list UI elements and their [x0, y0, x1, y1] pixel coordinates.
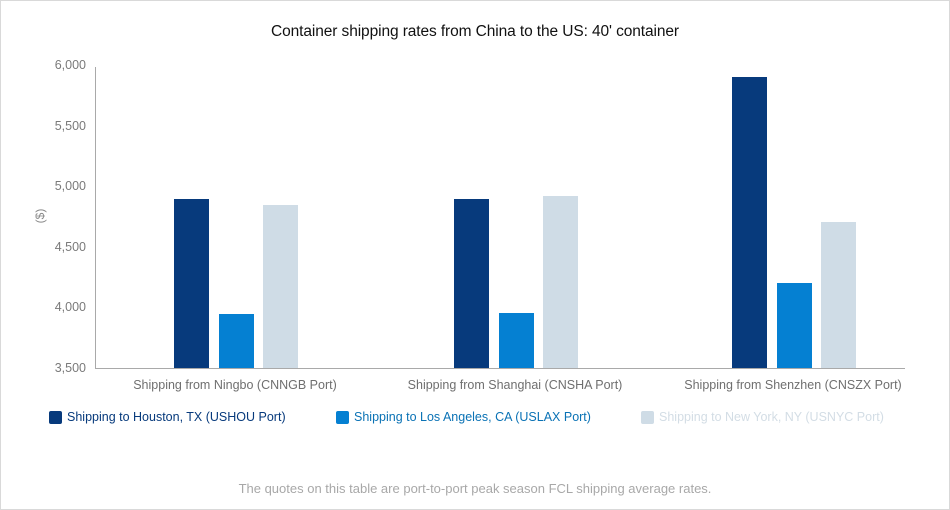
chart-title: Container shipping rates from China to t…: [271, 23, 679, 40]
legend-label-new-york: Shipping to New York, NY (USNYC Port): [659, 410, 884, 424]
bar-los-angeles: [498, 312, 534, 368]
y-tick-label: 4,500: [54, 240, 86, 254]
legend-item-houston[interactable]: Shipping to Houston, TX (USHOU Port): [49, 410, 286, 424]
x-axis-line: [95, 368, 905, 369]
bar-new-york: [821, 222, 856, 368]
bar-houston: [174, 199, 209, 368]
y-tick-label: 5,000: [54, 179, 86, 193]
x-tick-label: Shipping from Ningbo (CNNGB Port): [133, 378, 337, 392]
bar-houston: [454, 199, 489, 368]
chart-footnote: The quotes on this table are port-to-por…: [238, 481, 712, 496]
y-axis-line: [95, 67, 96, 369]
legend-item-los-angeles[interactable]: Shipping to Los Angeles, CA (USLAX Port): [336, 410, 591, 424]
y-tick-label: 6,000: [54, 58, 86, 72]
x-tick-label: Shipping from Shanghai (CNSHA Port): [407, 378, 623, 392]
legend-swatch-houston: [49, 410, 62, 424]
bar-los-angeles: [776, 282, 812, 368]
legend-swatch-los-angeles: [336, 410, 349, 424]
y-axis-label: ($): [33, 208, 47, 224]
y-tick-label: 4,000: [54, 300, 86, 314]
legend-item-new-york[interactable]: Shipping to New York, NY (USNYC Port): [641, 410, 884, 424]
bar-houston: [732, 77, 767, 368]
legend-swatch-new-york: [641, 410, 654, 424]
legend-label-houston: Shipping to Houston, TX (USHOU Port): [67, 410, 286, 424]
bar-new-york: [263, 205, 298, 368]
x-tick-label: Shipping from Shenzhen (CNSZX Port): [684, 378, 902, 392]
y-tick-label: 5,500: [54, 119, 86, 133]
bar-new-york: [543, 196, 578, 368]
legend-label-los-angeles: Shipping to Los Angeles, CA (USLAX Port): [354, 410, 591, 424]
y-tick-label: 3,500: [54, 361, 86, 375]
bar-los-angeles: [218, 313, 254, 368]
